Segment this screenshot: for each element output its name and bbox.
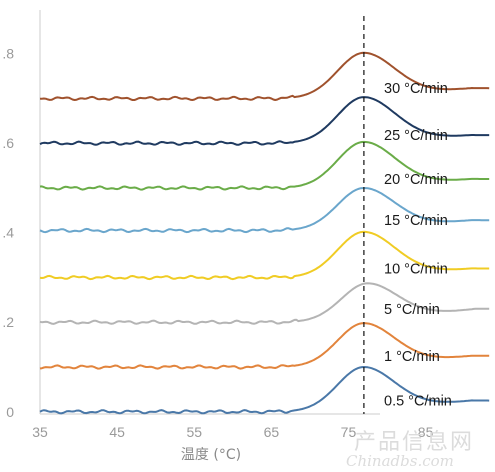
- series-line: [39, 366, 490, 415]
- y-tick-label: 0: [6, 404, 14, 420]
- series-label: 30 °C/min: [384, 81, 448, 97]
- x-tick-label: 55: [186, 424, 202, 440]
- y-tick-label: .4: [2, 225, 14, 241]
- series-line: [39, 51, 490, 101]
- watermark-en: Chinadbs.com: [346, 452, 454, 470]
- series-label: 5 °C/min: [384, 302, 440, 318]
- series-line: [39, 322, 490, 370]
- series-line: [39, 187, 490, 234]
- series-label: 0.5 °C/min: [384, 394, 452, 410]
- series-line: [39, 282, 490, 325]
- series-line: [39, 230, 490, 281]
- y-tick-label: .2: [2, 314, 14, 330]
- x-tick-label: 75: [341, 424, 357, 440]
- series-line: [39, 96, 490, 146]
- series-label: 20 °C/min: [384, 172, 448, 188]
- series-line: [39, 140, 490, 191]
- x-tick-label: 45: [109, 424, 125, 440]
- x-tick-label: 35: [32, 424, 48, 440]
- x-axis-title: 温度 (°C): [181, 447, 241, 463]
- series-label: 10 °C/min: [384, 262, 448, 278]
- y-tick-label: .6: [2, 135, 14, 151]
- x-tick-label: 65: [264, 424, 280, 440]
- series-label: 1 °C/min: [384, 349, 440, 365]
- x-tick-label: 85: [418, 424, 434, 440]
- series-label: 15 °C/min: [384, 213, 448, 229]
- y-tick-label: .8: [2, 46, 14, 62]
- watermark-cn: 产品信息网: [354, 430, 475, 455]
- series-label: 25 °C/min: [384, 128, 448, 144]
